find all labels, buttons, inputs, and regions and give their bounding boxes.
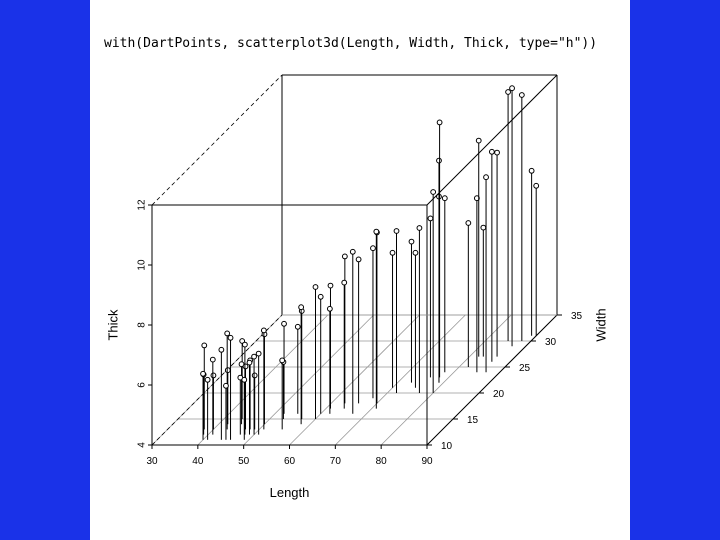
x-axis-label: Length [270, 485, 310, 500]
data-point [224, 367, 231, 374]
data-point [242, 341, 248, 348]
data-point [483, 174, 489, 181]
data-point [246, 359, 253, 366]
z-tick-label: 12 [137, 199, 148, 211]
data-point [251, 372, 258, 379]
data-point [341, 253, 348, 260]
data-point [326, 305, 333, 312]
data-point [327, 282, 334, 289]
data-point [528, 167, 535, 174]
data-point [251, 353, 257, 360]
data-point [473, 195, 480, 202]
data-point [441, 195, 448, 202]
data-point [281, 320, 287, 327]
data-point [260, 327, 267, 334]
box-edge-dashed [151, 74, 283, 206]
data-point [412, 249, 419, 256]
data-point [389, 249, 396, 256]
y-tick-label: 35 [571, 311, 583, 322]
data-point [509, 85, 515, 92]
floor-grid-line-x [289, 314, 420, 446]
data-point [505, 89, 511, 95]
slide-panel: with(DartPoints, scatterplot3d(Length, W… [90, 0, 630, 540]
scatterplot3d-chart: 30 40 50 60 70 80 90 4 6 8 10 12 10 15 20 25 30 35 Length T… [105, 74, 608, 500]
data-point [224, 330, 231, 337]
data-point [210, 372, 217, 379]
floor-grid-line-x [335, 314, 466, 446]
data-point [204, 376, 211, 383]
data-point [480, 224, 487, 231]
data-point [436, 119, 443, 126]
data-point [465, 220, 472, 226]
data-point [201, 342, 208, 349]
x-tick-label: 40 [192, 456, 204, 467]
floor-grid-line-x [197, 314, 329, 446]
box-edge [426, 314, 558, 446]
floor-grid-line-x [380, 314, 512, 446]
data-point [393, 228, 400, 234]
data-point [408, 238, 415, 245]
data-point [533, 182, 540, 189]
data-point [209, 356, 216, 363]
z-tick-label: 8 [137, 322, 148, 328]
data-point [200, 370, 206, 377]
data-point [294, 323, 301, 330]
data-point [355, 256, 362, 263]
data-point [349, 248, 356, 255]
floor-grid-line-x [243, 314, 374, 446]
z-axis-label: Thick [105, 309, 120, 341]
y-tick-label: 10 [441, 441, 453, 452]
data-point [494, 149, 500, 156]
x-tick-label: 50 [238, 456, 250, 467]
data-point [227, 334, 234, 341]
x-tick-label: 60 [284, 456, 296, 467]
x-tick-label: 80 [376, 456, 388, 467]
data-point [488, 148, 495, 155]
box-edge-dashed [151, 314, 283, 446]
data-point [241, 376, 248, 383]
y-tick-label: 20 [493, 389, 505, 400]
z-tick-label: 4 [137, 442, 148, 448]
data-point [312, 284, 319, 290]
y-tick-label: 25 [519, 363, 531, 374]
z-tick-label: 10 [137, 259, 148, 271]
data-point [416, 225, 423, 231]
data-point [373, 228, 380, 235]
data-point [218, 346, 225, 353]
data-point [255, 350, 262, 357]
data-point [370, 245, 376, 252]
y-axis-label: Width [593, 308, 608, 341]
x-tick-label: 30 [146, 456, 158, 467]
data-point [242, 363, 249, 370]
data-point [430, 189, 437, 195]
data-point [427, 215, 434, 222]
data-point [223, 382, 229, 389]
box-edge [426, 74, 558, 206]
data-point [298, 304, 305, 311]
data-point [317, 293, 324, 300]
y-tick-label: 15 [467, 415, 479, 426]
x-tick-label: 70 [330, 456, 342, 467]
z-tick-label: 6 [137, 382, 148, 388]
x-tick-label: 90 [421, 456, 433, 467]
data-point [475, 137, 482, 144]
data-point [518, 92, 525, 98]
data-point [279, 357, 286, 364]
y-tick-label: 30 [545, 337, 557, 348]
r-code-line: with(DartPoints, scatterplot3d(Length, W… [104, 36, 598, 51]
data-point [341, 279, 348, 286]
data-point [436, 157, 442, 164]
